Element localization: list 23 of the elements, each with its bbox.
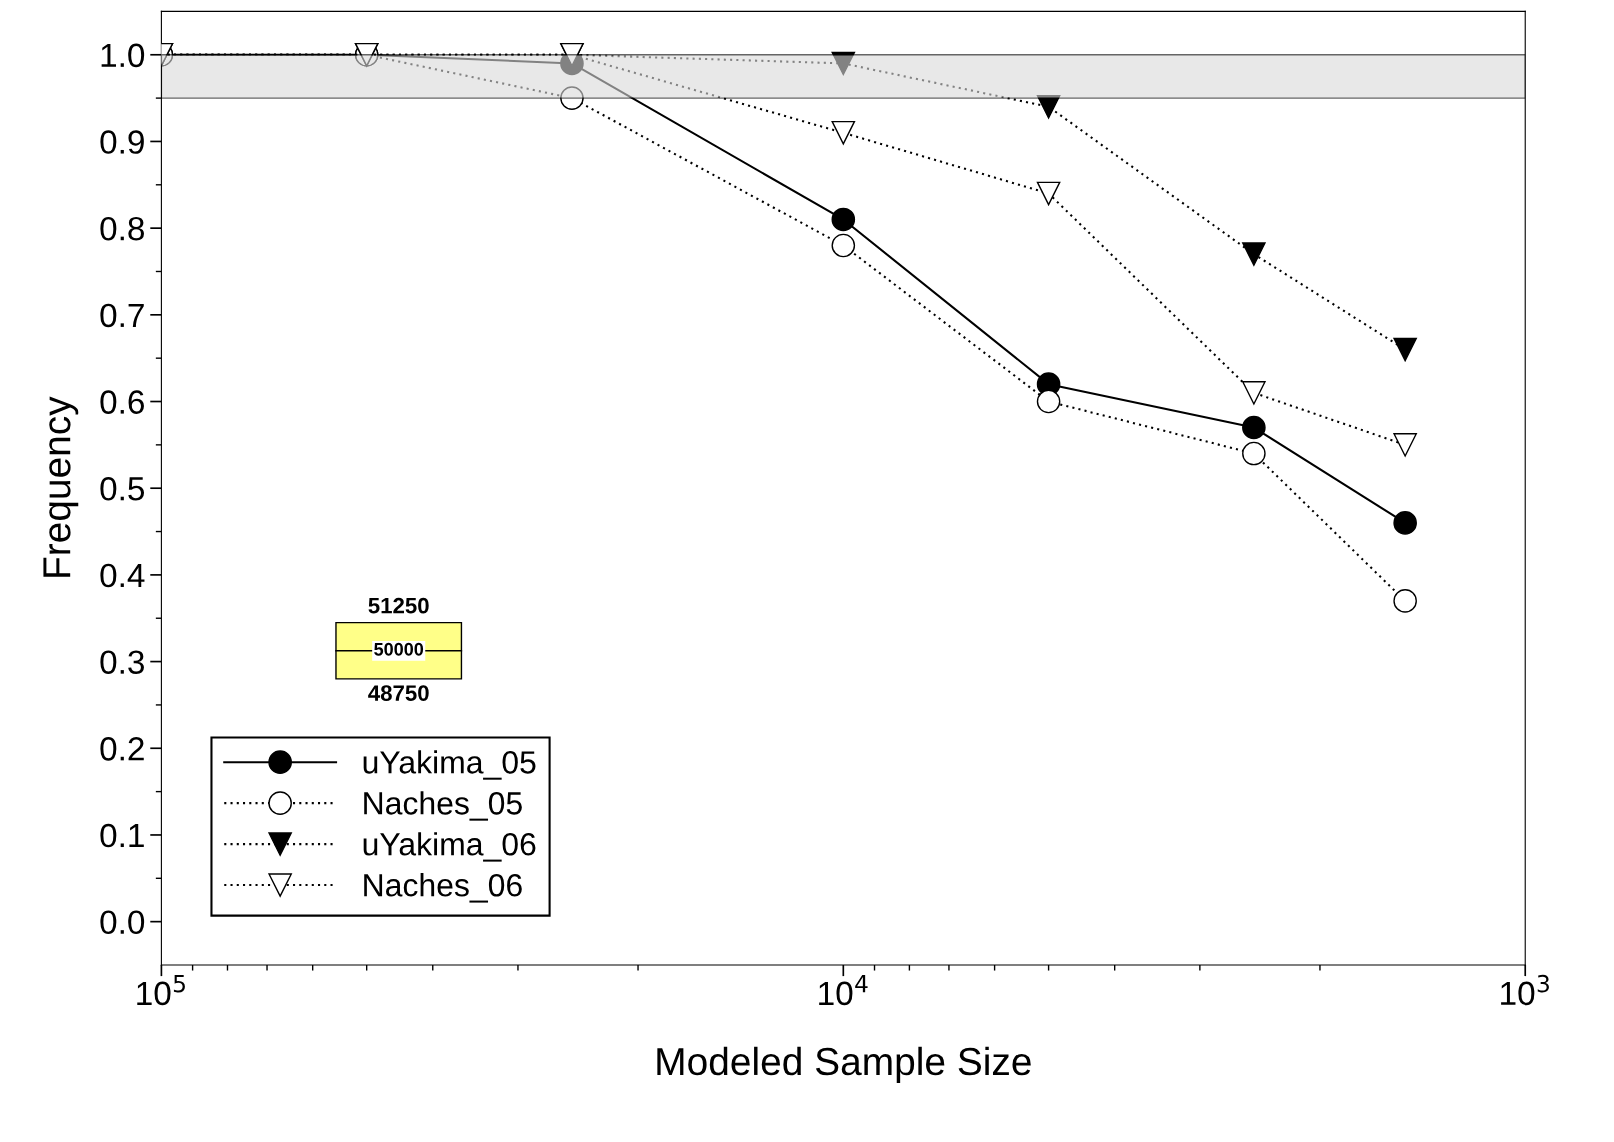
- annotation: 50000: [374, 642, 424, 656]
- y-tick-label: 0.4: [100, 563, 145, 588]
- y-tick-label: 0.1: [100, 823, 144, 848]
- x-axis-title: Modeled Sample Size: [657, 1046, 1031, 1084]
- y-tick-label: 0.0: [100, 910, 145, 935]
- y-tick-label: 0.5: [100, 477, 145, 501]
- annotation: 51250: [368, 597, 429, 614]
- y-axis-title: Frequency: [43, 396, 79, 577]
- legend-label: Naches_05: [364, 791, 522, 821]
- x-tick-label: 10$^{4}$: [819, 975, 868, 1006]
- legend-label: Naches_06: [364, 873, 522, 903]
- y-tick-label: 0.6: [100, 390, 144, 414]
- legend-label: uYakima_05: [363, 750, 536, 780]
- y-tick-label: 0.2: [100, 737, 144, 761]
- y-tick-label: 0.7: [100, 303, 144, 328]
- y-tick-label: 0.9: [100, 130, 144, 154]
- annotation: 48750: [368, 685, 429, 701]
- x-tick-label: 10$^{3}$: [1501, 974, 1549, 1006]
- y-tick-label: 0.8: [100, 216, 144, 241]
- legend-label: uYakima_06: [363, 832, 536, 862]
- y-tick-label: 0.3: [100, 650, 144, 674]
- y-tick-label: 1.0: [101, 43, 145, 68]
- x-tick-label: 10$^{5}$: [137, 975, 185, 1006]
